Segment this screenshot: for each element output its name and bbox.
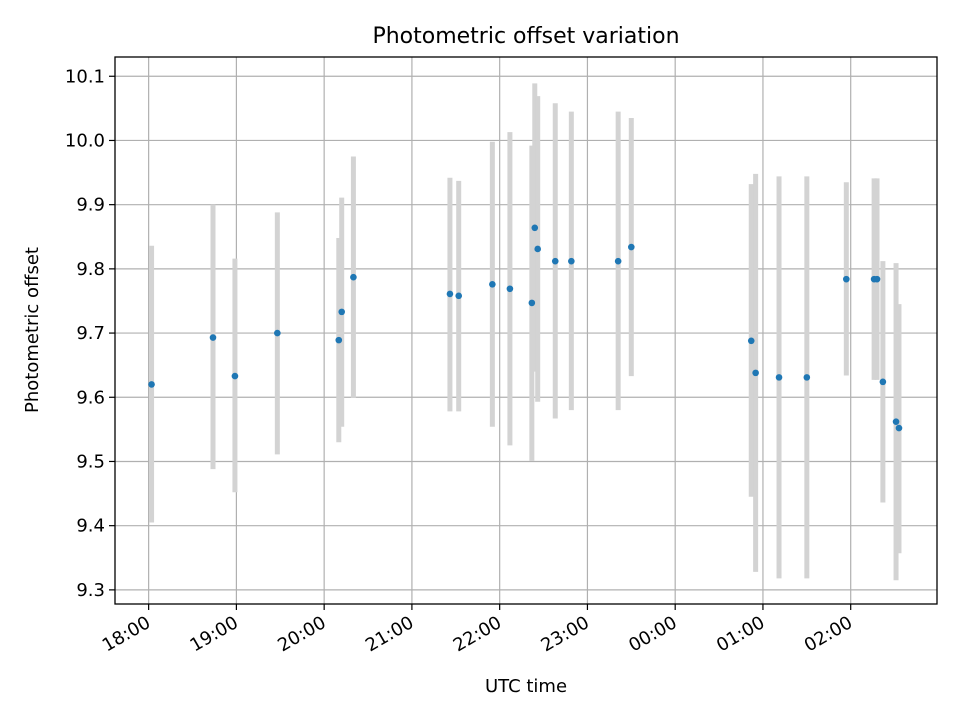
y-axis-label: Photometric offset	[22, 247, 43, 413]
data-point	[628, 243, 635, 251]
data-point	[350, 273, 357, 281]
grid-lines	[115, 57, 937, 604]
y-tick-label: 10.0	[65, 130, 105, 151]
data-point	[274, 329, 281, 337]
data-point	[892, 418, 900, 425]
y-tick-label: 9.4	[76, 516, 105, 537]
y-tick-label: 9.8	[76, 259, 105, 280]
data-point	[534, 245, 542, 253]
data-point	[568, 257, 575, 265]
y-tick-label: 9.3	[76, 580, 105, 601]
data-point	[446, 290, 454, 298]
data-point	[209, 334, 217, 341]
data-point	[873, 275, 881, 283]
data-point	[489, 280, 496, 288]
y-tick-label: 9.6	[76, 387, 105, 408]
data-point	[895, 424, 903, 432]
data-point	[455, 292, 463, 300]
data-point	[528, 299, 536, 307]
chart-title: Photometric offset variation	[372, 24, 679, 49]
data-point	[148, 381, 155, 388]
data-point	[747, 337, 755, 345]
data-point	[752, 369, 759, 377]
y-tick-label: 10.1	[65, 66, 105, 87]
data-point	[803, 374, 811, 381]
data-point	[879, 378, 887, 386]
data-point	[775, 374, 783, 381]
plot-frame	[114, 56, 938, 605]
data-points	[148, 224, 903, 432]
data-point	[231, 372, 239, 380]
data-point	[614, 257, 622, 265]
data-point	[506, 285, 514, 293]
y-tick-label: 9.5	[76, 451, 105, 472]
y-tick-label: 9.9	[76, 195, 105, 216]
y-tick-label: 9.7	[76, 323, 105, 344]
x-axis-label: UTC time	[485, 676, 567, 697]
data-point	[551, 257, 559, 265]
data-point	[338, 308, 346, 316]
data-point	[335, 336, 343, 344]
y-axis: 9.3 9.4 9.5 9.6 9.7 9.8 9.9 10.0 10.1	[65, 66, 115, 601]
data-point	[843, 275, 850, 283]
data-point	[531, 224, 539, 232]
